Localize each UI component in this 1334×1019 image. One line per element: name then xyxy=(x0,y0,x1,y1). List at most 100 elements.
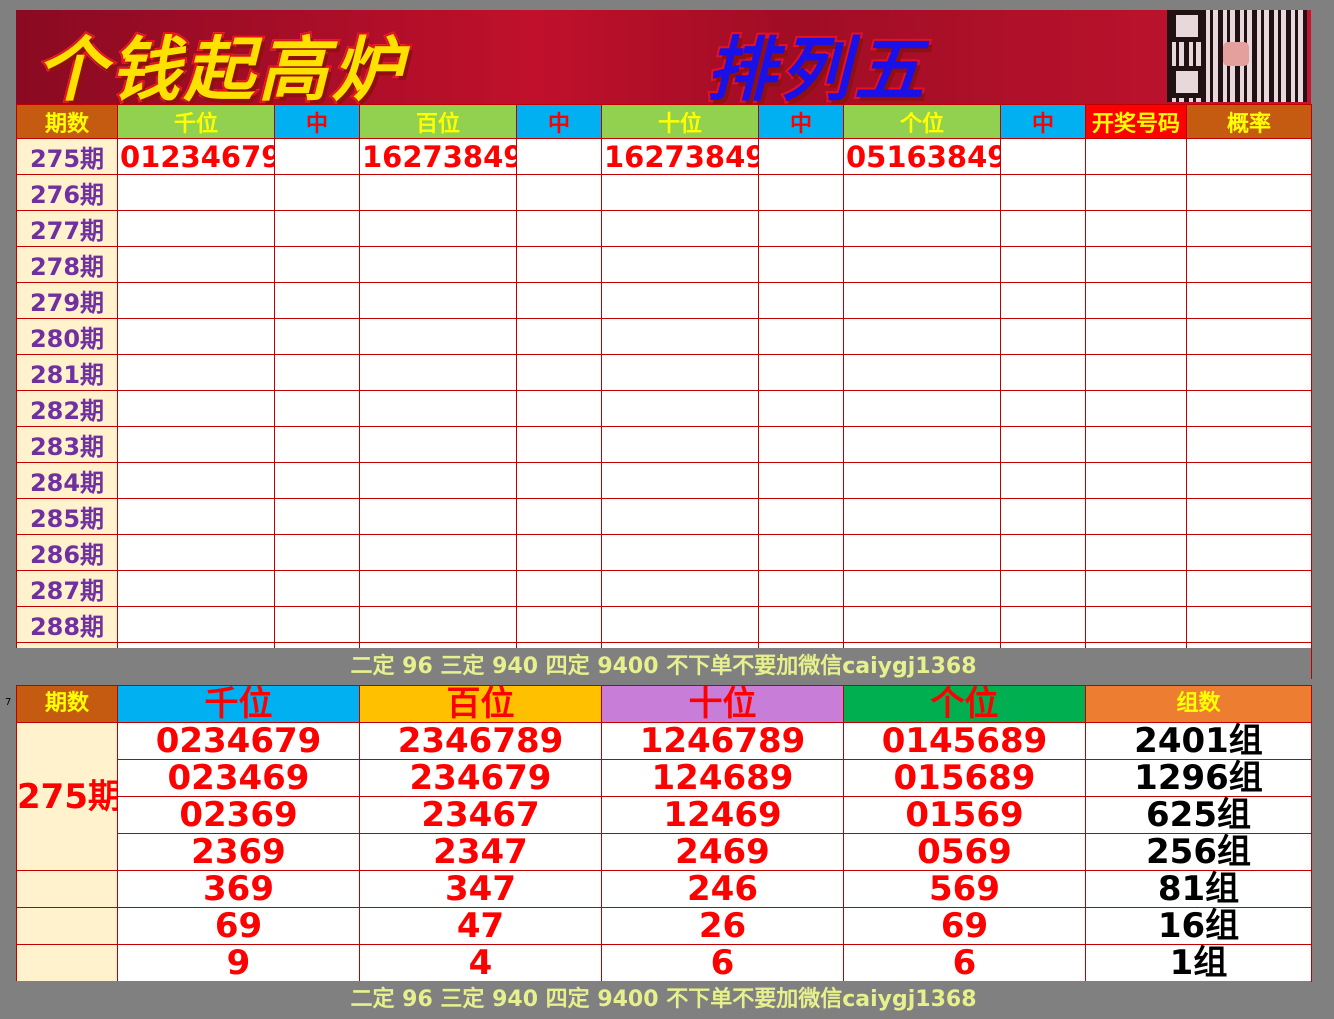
data-cell[interactable] xyxy=(117,462,275,499)
digit-cell[interactable]: 2347 xyxy=(359,833,602,871)
data-cell[interactable] xyxy=(1186,246,1312,283)
data-cell[interactable] xyxy=(359,426,517,463)
data-cell[interactable] xyxy=(117,570,275,607)
data-cell[interactable] xyxy=(1186,210,1312,247)
group-count-cell[interactable]: 1296组 xyxy=(1085,759,1312,797)
digit-cell[interactable]: 2369 xyxy=(117,833,360,871)
header-cell[interactable]: 中 xyxy=(274,104,360,139)
data-cell[interactable] xyxy=(516,138,602,175)
data-cell[interactable] xyxy=(274,174,360,211)
data-cell[interactable] xyxy=(843,174,1001,211)
data-cell[interactable] xyxy=(1085,534,1187,571)
data-cell[interactable] xyxy=(1186,426,1312,463)
data-cell[interactable] xyxy=(1000,498,1086,535)
data-cell[interactable] xyxy=(117,498,275,535)
data-cell[interactable] xyxy=(601,498,759,535)
period-cell[interactable]: 288期 xyxy=(16,606,118,643)
data-cell[interactable] xyxy=(601,570,759,607)
data-cell[interactable] xyxy=(843,246,1001,283)
data-cell[interactable] xyxy=(359,174,517,211)
data-cell[interactable] xyxy=(758,210,844,247)
data-cell[interactable] xyxy=(1186,390,1312,427)
data-cell[interactable] xyxy=(601,210,759,247)
data-cell[interactable] xyxy=(758,354,844,391)
data-cell[interactable] xyxy=(1085,570,1187,607)
data-cell[interactable] xyxy=(1186,462,1312,499)
data-cell[interactable] xyxy=(1000,390,1086,427)
group-count-cell[interactable]: 1组 xyxy=(1085,944,1312,982)
data-cell[interactable] xyxy=(359,570,517,607)
period-cell[interactable]: 282期 xyxy=(16,390,118,427)
group-count-cell[interactable]: 2401组 xyxy=(1085,722,1312,760)
header-cell[interactable]: 百位 xyxy=(359,685,602,723)
data-cell[interactable] xyxy=(1000,570,1086,607)
data-cell[interactable] xyxy=(601,534,759,571)
data-cell[interactable] xyxy=(1186,354,1312,391)
header-cell[interactable]: 十位 xyxy=(601,685,844,723)
data-cell[interactable] xyxy=(1000,318,1086,355)
digit-cell[interactable]: 246 xyxy=(601,870,844,908)
digit-cell[interactable]: 234679 xyxy=(359,759,602,797)
data-cell[interactable] xyxy=(516,390,602,427)
data-cell[interactable] xyxy=(601,462,759,499)
data-cell[interactable] xyxy=(758,138,844,175)
period-cell[interactable]: 281期 xyxy=(16,354,118,391)
digit-cell[interactable]: 2346789 xyxy=(359,722,602,760)
data-cell[interactable] xyxy=(359,354,517,391)
data-cell[interactable] xyxy=(516,174,602,211)
data-cell[interactable] xyxy=(1186,534,1312,571)
data-cell[interactable] xyxy=(601,282,759,319)
digit-cell[interactable]: 1246789 xyxy=(601,722,844,760)
digit-cell[interactable]: 124689 xyxy=(601,759,844,797)
data-cell[interactable] xyxy=(758,390,844,427)
data-cell[interactable] xyxy=(274,390,360,427)
data-cell[interactable] xyxy=(516,318,602,355)
data-cell[interactable] xyxy=(1085,282,1187,319)
digit-cell[interactable]: 2469 xyxy=(601,833,844,871)
header-cell[interactable]: 个位 xyxy=(843,104,1001,139)
data-cell[interactable] xyxy=(359,390,517,427)
data-cell[interactable] xyxy=(601,246,759,283)
data-cell[interactable] xyxy=(843,426,1001,463)
data-cell[interactable] xyxy=(1085,354,1187,391)
period-cell[interactable]: 276期 xyxy=(16,174,118,211)
digit-cell[interactable]: 0569 xyxy=(843,833,1086,871)
data-cell[interactable] xyxy=(758,606,844,643)
digit-cell[interactable]: 6 xyxy=(843,944,1086,982)
digit-cell[interactable]: 347 xyxy=(359,870,602,908)
data-cell[interactable] xyxy=(117,210,275,247)
data-cell[interactable] xyxy=(274,246,360,283)
data-cell[interactable] xyxy=(1000,606,1086,643)
data-cell[interactable] xyxy=(359,282,517,319)
data-cell[interactable] xyxy=(601,390,759,427)
data-cell[interactable] xyxy=(359,462,517,499)
data-cell[interactable] xyxy=(758,282,844,319)
data-cell[interactable] xyxy=(758,426,844,463)
data-cell[interactable]: 05163849 xyxy=(843,138,1001,175)
data-cell[interactable] xyxy=(516,354,602,391)
data-cell[interactable] xyxy=(117,174,275,211)
period-cell[interactable]: 275期 xyxy=(16,722,118,871)
data-cell[interactable] xyxy=(274,354,360,391)
data-cell[interactable] xyxy=(758,462,844,499)
header-cell[interactable]: 十位 xyxy=(601,104,759,139)
header-cell[interactable]: 开奖号码 xyxy=(1085,104,1187,139)
data-cell[interactable] xyxy=(117,246,275,283)
digit-cell[interactable]: 023469 xyxy=(117,759,360,797)
data-cell[interactable] xyxy=(1186,282,1312,319)
header-cell[interactable]: 期数 xyxy=(16,104,118,139)
data-cell[interactable] xyxy=(274,318,360,355)
data-cell[interactable] xyxy=(843,318,1001,355)
data-cell[interactable] xyxy=(1186,570,1312,607)
header-cell[interactable]: 中 xyxy=(758,104,844,139)
data-cell[interactable] xyxy=(274,426,360,463)
data-cell[interactable] xyxy=(1000,174,1086,211)
period-cell[interactable]: 283期 xyxy=(16,426,118,463)
digit-cell[interactable]: 6 xyxy=(601,944,844,982)
data-cell[interactable]: 01234679 xyxy=(117,138,275,175)
data-cell[interactable] xyxy=(601,426,759,463)
header-cell[interactable]: 千位 xyxy=(117,685,360,723)
data-cell[interactable] xyxy=(117,282,275,319)
data-cell[interactable] xyxy=(1186,138,1312,175)
data-cell[interactable] xyxy=(843,354,1001,391)
